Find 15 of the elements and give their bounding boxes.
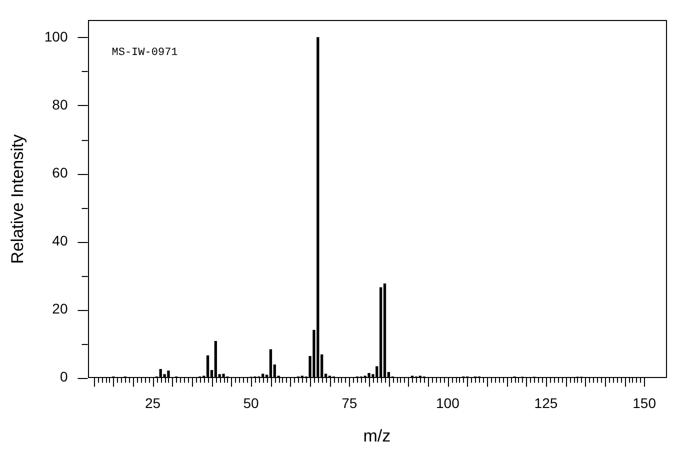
y-tick-label: 60 [52,164,68,180]
y-tick-label: 0 [60,368,68,385]
x-axis-title: m/z [363,426,391,446]
x-tick-label: 125 [534,395,558,412]
x-tick-label: 150 [632,395,656,412]
y-tick-label: 40 [52,232,68,249]
x-tick-label: 100 [436,395,460,412]
x-tick-label: 50 [243,395,260,412]
y-tick-label: 100 [44,28,68,44]
y-tick-label: 80 [52,96,68,112]
x-tick-label: 25 [144,395,161,412]
x-tick-label: 75 [342,395,358,412]
y-axis-title: Relative Intensity [8,134,27,264]
y-tick-label: 20 [52,300,68,317]
annotation: MS-IW-0971 [112,46,178,59]
